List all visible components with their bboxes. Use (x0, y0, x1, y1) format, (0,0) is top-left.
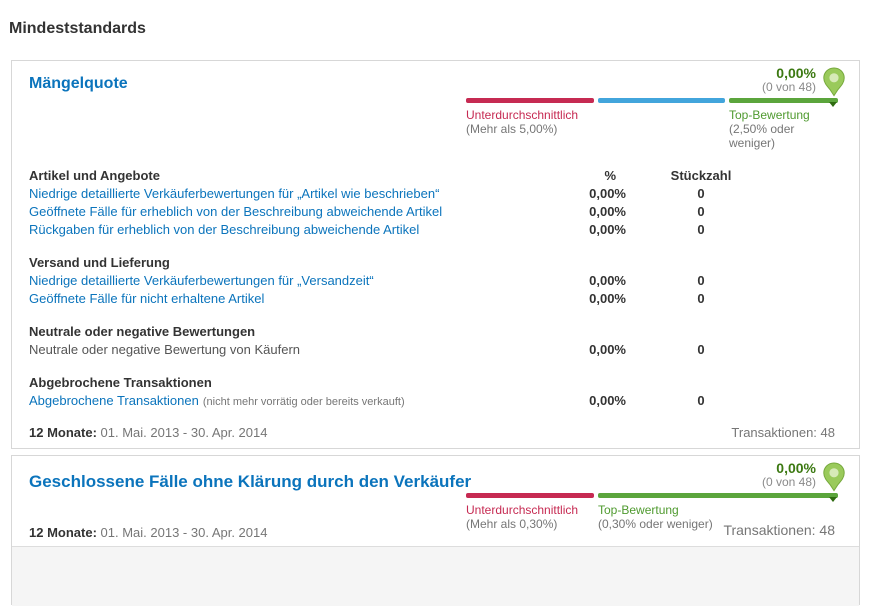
row-cancelled-transactions: Abgebrochene Transaktionen (nicht mehr vo… (29, 392, 529, 410)
row-link-returns-description[interactable]: Rückgaben für erheblich von der Beschrei… (29, 222, 420, 237)
table-row: Rückgaben für erheblich von der Beschrei… (29, 221, 776, 239)
panel-title-closed-cases: Geschlossene Fälle ohne Klärung durch de… (29, 472, 472, 491)
row-neutral-negative-feedback: Neutrale oder negative Bewertung von Käu… (29, 342, 301, 357)
group-header-shipping: Versand und Lieferung (29, 255, 170, 270)
score-count: (0 von 48) (761, 80, 816, 94)
row-count: 0 (697, 186, 705, 201)
scale-segment-top (729, 98, 838, 103)
group-header-items: Artikel und Angebote (29, 168, 160, 183)
scale-segment-standard (598, 98, 725, 103)
scale-segment-below-standard (466, 98, 594, 103)
table-row: Abgebrochene Transaktionen (nicht mehr vo… (29, 392, 776, 410)
scale-segment-top (598, 493, 838, 498)
scale-label-left: Unterdurchschnittlich (Mehr als 0,30%) (466, 503, 626, 531)
closed-cases-panel: Geschlossene Fälle ohne Klärung durch de… (11, 455, 860, 606)
below-standard-threshold: (Mehr als 0,30%) (466, 517, 558, 531)
row-percent: 0,00% (589, 222, 626, 237)
transactions-count: Transaktionen: 48 (731, 425, 835, 440)
table-header-row: Artikel und Angebote % Stückzahl (29, 167, 776, 185)
collapsed-section-strip (12, 546, 859, 606)
row-percent: 0,00% (589, 393, 626, 408)
group-header-feedback: Neutrale oder negative Bewertungen (29, 324, 256, 339)
top-rating-label: Top-Bewertung (598, 503, 679, 517)
column-header-percent: % (604, 168, 616, 183)
rating-meter: 0,00% (0 von 48) Unterdurchschnittlich (… (460, 66, 845, 156)
location-pin-icon (823, 67, 845, 97)
transactions-count: Transaktionen: 48 (723, 522, 835, 538)
score-value: 0,00% (776, 65, 816, 81)
row-percent: 0,00% (589, 186, 626, 201)
panel-title-maengelquote: Mängelquote (29, 75, 128, 92)
column-header-count: Stückzahl (670, 168, 732, 183)
table-row: Niedrige detaillierte Verkäuferbewertung… (29, 272, 776, 290)
group-header-row: Neutrale oder negative Bewertungen (29, 323, 776, 341)
top-rating-threshold: (2,50% oder weniger) (729, 122, 795, 150)
marker-notch (829, 102, 837, 107)
period-value: 01. Mai. 2013 - 30. Apr. 2014 (100, 525, 268, 540)
row-percent: 0,00% (589, 273, 626, 288)
table-row: Geöffnete Fälle für erheblich von der Be… (29, 203, 776, 221)
below-standard-label: Unterdurchschnittlich (466, 503, 579, 517)
row-count: 0 (697, 222, 705, 237)
period-label: 12 Monate: (29, 525, 97, 540)
period-label: 12 Monate: (29, 425, 97, 440)
row-suffix-note: (nicht mehr vorrätig oder bereits verkau… (202, 396, 405, 408)
group-header-row: Abgebrochene Transaktionen (29, 374, 776, 392)
row-count: 0 (697, 273, 705, 288)
rating-scale-bar (466, 493, 838, 498)
defect-table: Artikel und Angebote % Stückzahl Niedrig… (29, 167, 776, 410)
row-percent: 0,00% (589, 342, 626, 357)
row-link-cancelled-transactions[interactable]: Abgebrochene Transaktionen (29, 393, 199, 408)
scale-label-right: Top-Bewertung (0,30% oder weniger) (598, 503, 818, 531)
marker-notch (829, 497, 837, 502)
score-value: 0,00% (776, 460, 816, 476)
below-standard-label: Unterdurchschnittlich (466, 108, 579, 122)
row-percent: 0,00% (589, 291, 626, 306)
below-standard-threshold: (Mehr als 5,00%) (466, 122, 558, 136)
scale-label-right: Top-Bewertung (2,50% oder weniger) (729, 108, 841, 150)
top-rating-label: Top-Bewertung (729, 108, 810, 122)
location-pin-icon (823, 462, 845, 492)
top-rating-threshold: (0,30% oder weniger) (598, 517, 713, 531)
row-count: 0 (697, 393, 705, 408)
score: 0,00% (0 von 48) (762, 66, 816, 94)
page-title: Mindeststandards (9, 20, 146, 37)
group-header-cancelled: Abgebrochene Transaktionen (29, 375, 212, 390)
row-count: 0 (697, 204, 705, 219)
period-range: 12 Monate: 01. Mai. 2013 - 30. Apr. 2014 (29, 425, 267, 440)
scale-label-left: Unterdurchschnittlich (Mehr als 5,00%) (466, 108, 626, 136)
defect-rate-panel: Mängelquote 0,00% (0 von 48) Unterdurchs… (11, 60, 860, 449)
panel-footer: 12 Monate: 01. Mai. 2013 - 30. Apr. 2014… (29, 425, 835, 440)
score: 0,00% (0 von 48) (762, 461, 816, 489)
score-count: (0 von 48) (761, 475, 816, 489)
table-row: Niedrige detaillierte Verkäuferbewertung… (29, 185, 776, 203)
row-percent: 0,00% (589, 204, 626, 219)
rating-scale-bar (466, 98, 838, 103)
table-row: Geöffnete Fälle für nicht erhaltene Arti… (29, 290, 776, 308)
row-count: 0 (697, 291, 705, 306)
row-link-opened-cases-description[interactable]: Geöffnete Fälle für erheblich von der Be… (29, 204, 443, 219)
row-count: 0 (697, 342, 705, 357)
scale-segment-below-standard (466, 493, 594, 498)
group-header-row: Versand und Lieferung (29, 254, 776, 272)
row-link-not-received[interactable]: Geöffnete Fälle für nicht erhaltene Arti… (29, 291, 265, 306)
row-link-item-as-described[interactable]: Niedrige detaillierte Verkäuferbewertung… (29, 186, 440, 201)
row-link-shipping-time[interactable]: Niedrige detaillierte Verkäuferbewertung… (29, 273, 374, 288)
table-row: Neutrale oder negative Bewertung von Käu… (29, 341, 776, 359)
period-value: 01. Mai. 2013 - 30. Apr. 2014 (100, 425, 268, 440)
rating-meter: 0,00% (0 von 48) Unterdurchschnittlich (… (460, 461, 845, 551)
period-range: 12 Monate: 01. Mai. 2013 - 30. Apr. 2014 (29, 525, 267, 540)
